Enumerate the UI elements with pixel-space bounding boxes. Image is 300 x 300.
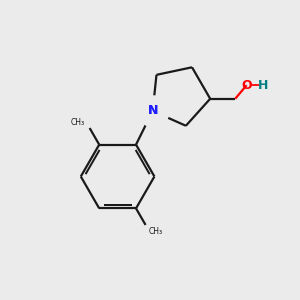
Text: H: H — [258, 79, 268, 92]
Text: N: N — [148, 104, 158, 118]
Text: CH₃: CH₃ — [71, 118, 85, 127]
Text: N: N — [148, 104, 158, 118]
Text: CH₃: CH₃ — [149, 227, 163, 236]
Text: O: O — [241, 79, 252, 92]
